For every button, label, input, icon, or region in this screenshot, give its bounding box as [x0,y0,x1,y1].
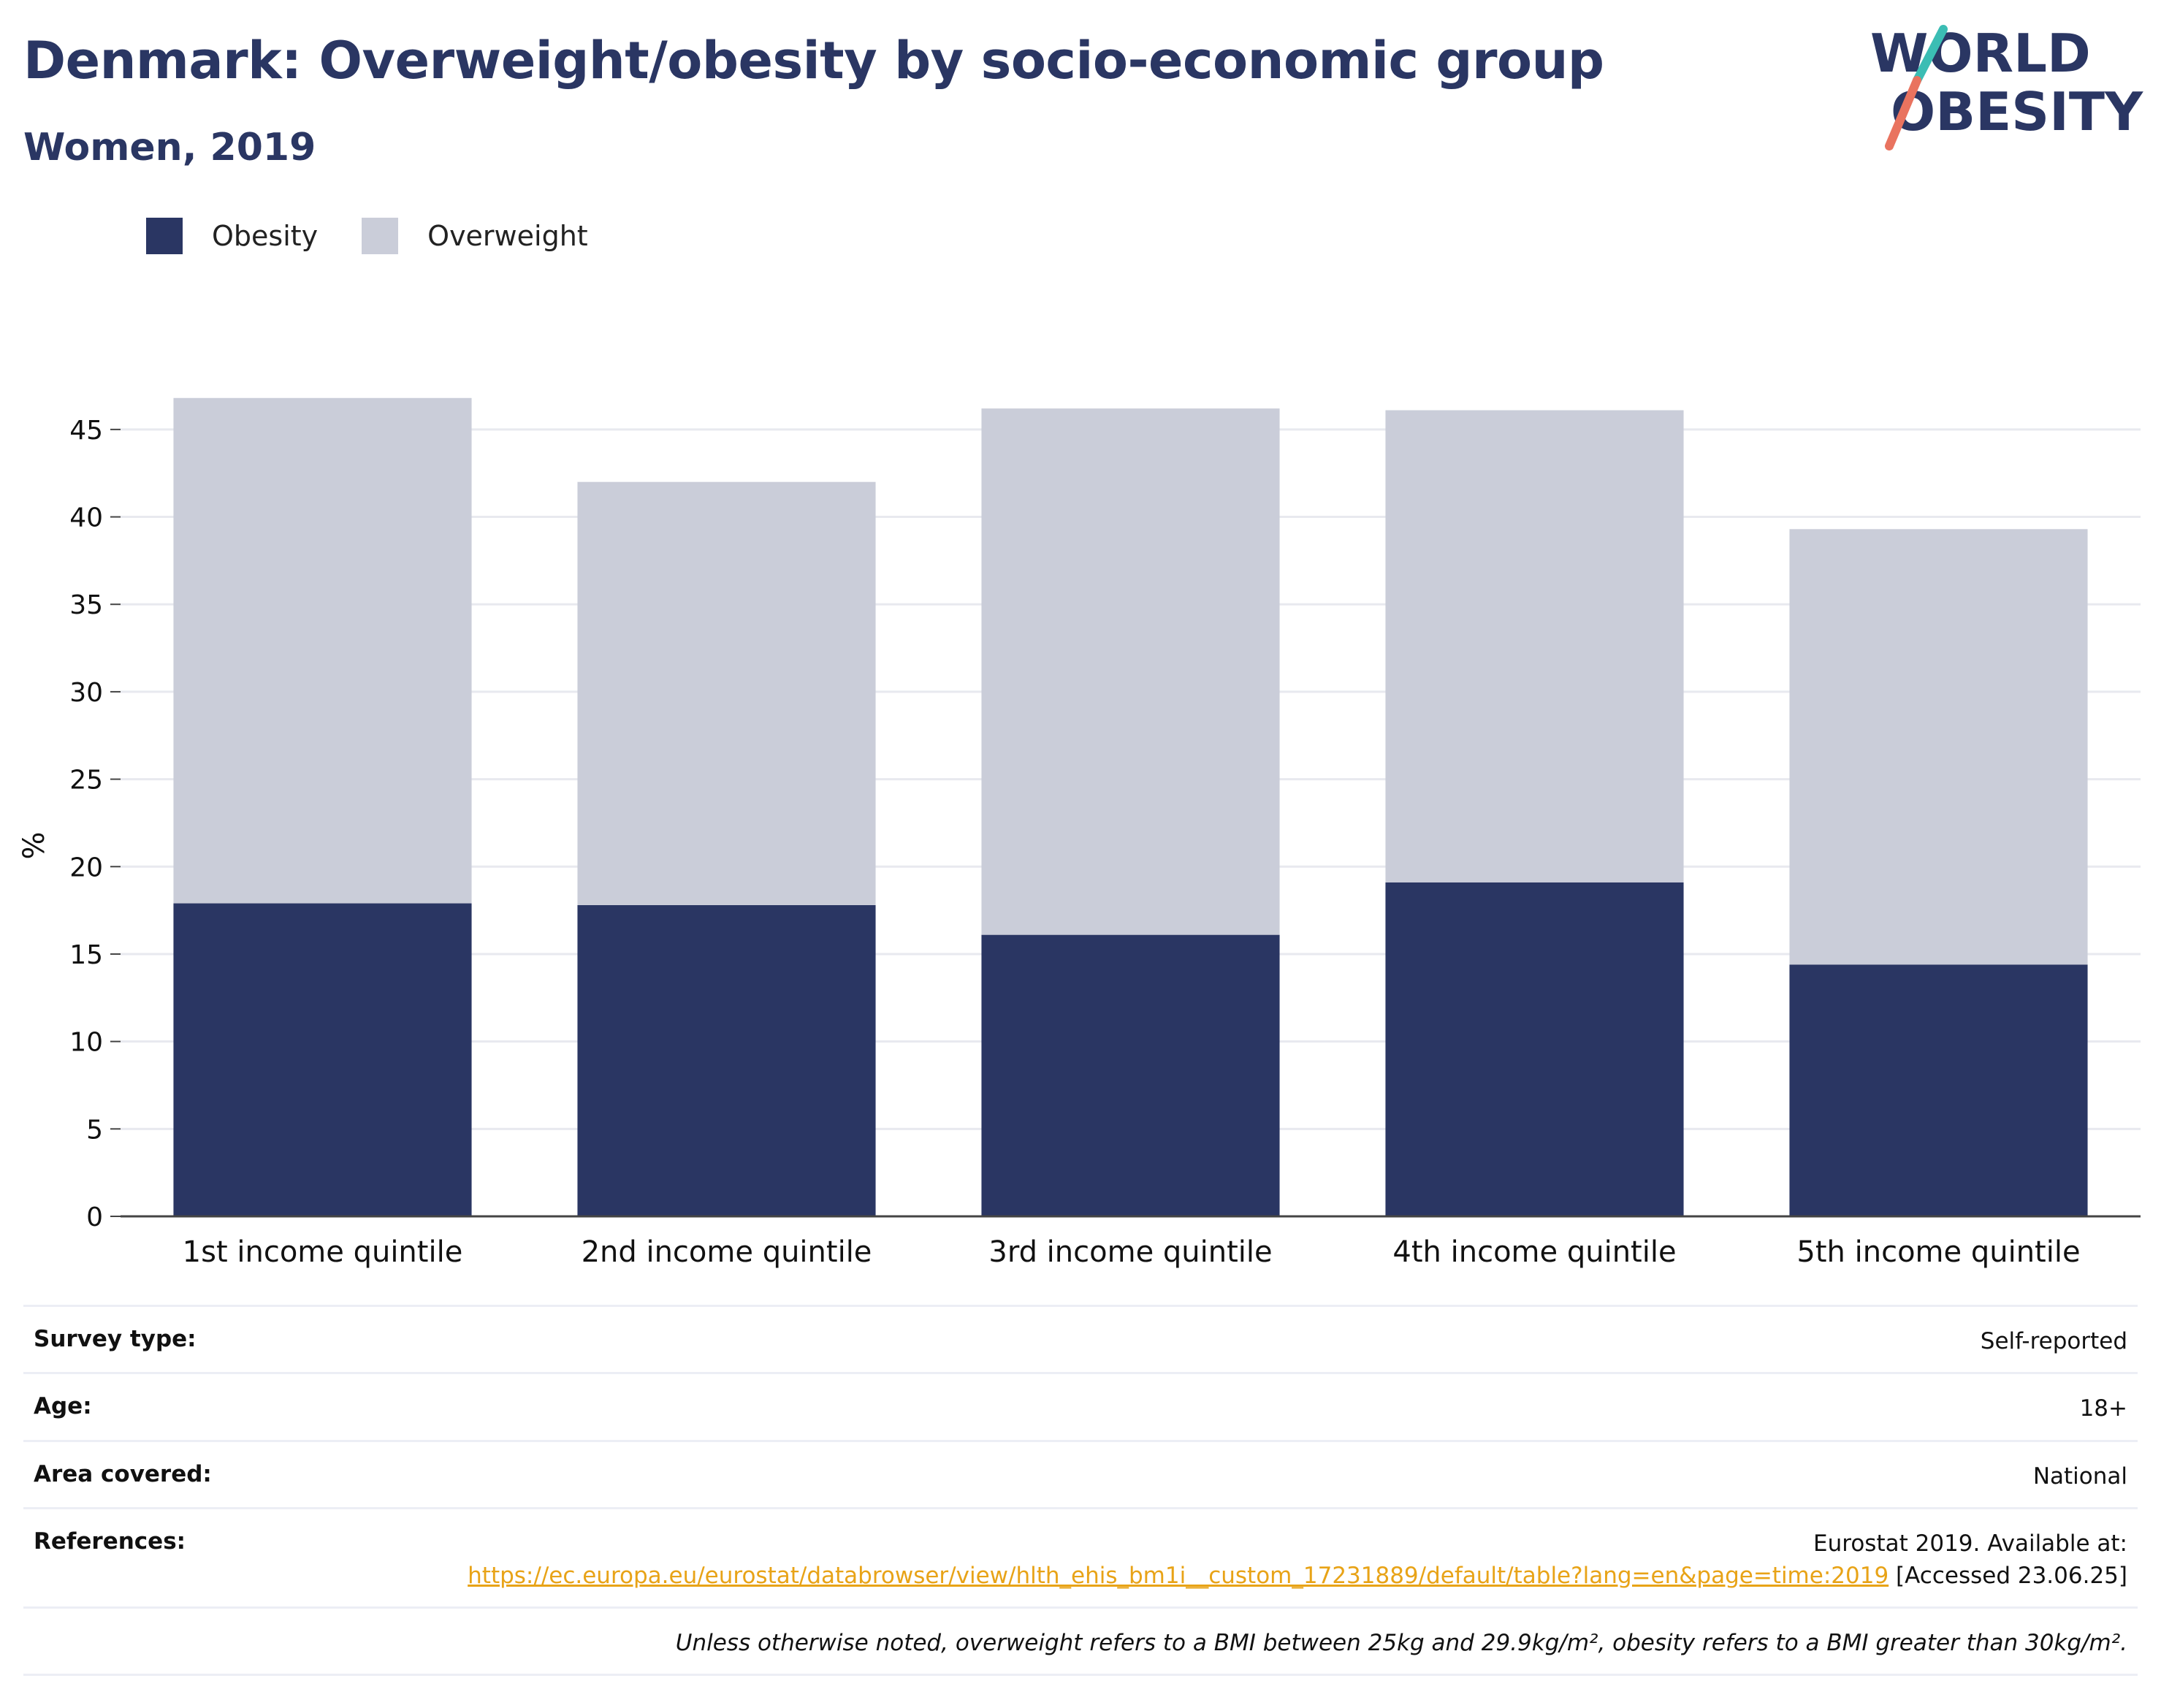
bar-overweight-4 [1385,410,1684,882]
age-label: Age: [34,1393,92,1420]
y-axis-label: % [18,831,51,859]
y-tick-label: 10 [69,1028,103,1058]
y-tick-label: 40 [69,503,103,533]
y-tick-label: 20 [69,853,103,882]
logo-slash-coral [1885,76,1921,150]
axes: 0 5 10 15 20 25 30 35 40 45 1st income quintile 2nd… [69,416,2141,1269]
bmi-definition-note: Unless otherwise noted, overweight refer… [675,1629,2127,1656]
chart-title: Denmark: Overweight/obesity by socio-eco… [23,31,1604,91]
x-tick-label: 2nd income quintile [582,1235,872,1269]
bar-obesity-3 [981,934,1280,1216]
references-text: Eurostat 2019. Available at: [1813,1530,2127,1558]
info-row-note: Unless otherwise noted, overweight refer… [23,1606,2138,1677]
info-row-references: References: Eurostat 2019. Available at:… [23,1507,2138,1606]
y-tick-label: 5 [86,1115,103,1145]
references-accessed: [Accessed 23.06.25] [1896,1562,2127,1589]
bars [173,397,2088,1216]
legend-swatch-obesity [146,218,183,254]
x-tick-label: 1st income quintile [183,1235,463,1269]
y-tick-label: 30 [69,678,103,708]
logo-line-1: WORLD [1870,23,2091,84]
info-table: Survey type: Self-reported Age: 18+ Area… [23,1305,2138,1677]
bar-overweight-3 [981,408,1280,935]
legend-label-obesity: Obesity [212,220,319,252]
info-row-age: Age: 18+ [23,1372,2138,1439]
survey-type-label: Survey type: [34,1326,197,1352]
bar-obesity-4 [1385,882,1684,1216]
logo-slash-teal [1913,25,1948,85]
legend-item-overweight[interactable]: Overweight [362,218,588,254]
logo-line-2: OBESITY [1891,81,2143,142]
references-label: References: [34,1528,186,1555]
chart-subtitle: Women, 2019 [23,126,316,169]
legend-item-obesity[interactable]: Obesity [146,218,318,254]
y-tick-label: 25 [69,766,103,796]
info-row-survey-type: Survey type: Self-reported [23,1305,2138,1372]
references-value: Eurostat 2019. Available at: https://ec.… [468,1528,2127,1592]
info-row-area: Area covered: National [23,1439,2138,1507]
bar-obesity-2 [577,904,876,1216]
legend-label-overweight: Overweight [427,220,588,252]
bar-overweight-1 [173,397,472,904]
references-link[interactable]: https://ec.europa.eu/eurostat/databrowse… [468,1562,1889,1589]
y-tick-label: 15 [69,940,103,970]
x-tick-label: 3rd income quintile [988,1235,1272,1269]
y-tick-label: 45 [69,416,103,446]
area-label: Area covered: [34,1460,212,1487]
survey-type-value: Self-reported [1980,1328,2127,1354]
x-tick-label: 4th income quintile [1392,1235,1676,1269]
age-value: 18+ [2079,1395,2127,1422]
bar-obesity-5 [1789,964,2088,1216]
bar-overweight-5 [1789,529,2088,965]
x-tick-label: 5th income quintile [1796,1235,2080,1269]
y-tick-label: 0 [86,1202,103,1232]
y-tick-label: 35 [69,590,103,620]
bar-chart: 0 5 10 15 20 25 30 35 40 45 1st income quintile 2nd… [18,397,2141,1269]
area-value: National [2032,1463,2127,1490]
bar-overweight-2 [577,481,876,905]
chart-legend: Obesity Overweight [146,218,632,254]
world-obesity-logo: WORLD OBESITY [1870,23,2143,150]
bar-obesity-1 [173,903,472,1216]
legend-swatch-overweight [362,218,399,254]
